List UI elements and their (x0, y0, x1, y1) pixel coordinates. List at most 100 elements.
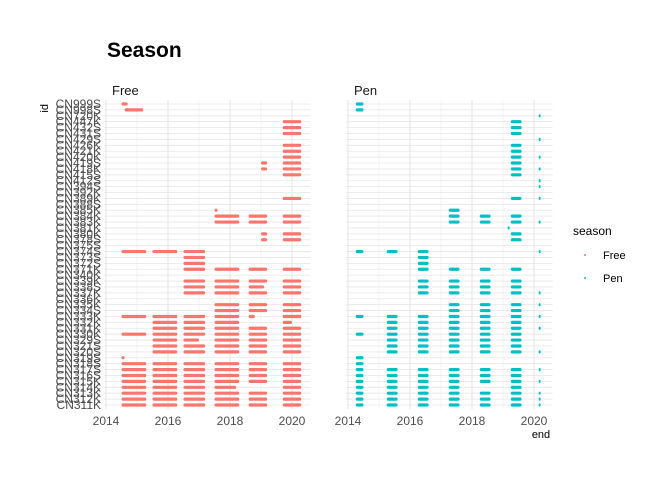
panel-pen: 2014 2016 2018 2020 (335, 100, 553, 428)
data-segment-pen (510, 332, 522, 336)
data-segment-free (248, 314, 255, 319)
y-tick-label: CN374S (56, 245, 101, 259)
data-segment-free (282, 232, 302, 236)
data-segment-pen (479, 308, 491, 313)
data-segment-pen (479, 303, 491, 307)
data-segment-free (282, 344, 302, 348)
data-segment-pen (448, 332, 460, 336)
data-segment-pen (386, 344, 398, 348)
data-segment-pen (538, 167, 541, 171)
y-tick-label: CN419S (56, 156, 101, 170)
data-segment-pen (448, 391, 460, 395)
data-segment-free (152, 338, 178, 342)
data-segment-pen (538, 155, 541, 159)
data-segment-free (248, 373, 268, 378)
data-segment-free (183, 403, 206, 407)
data-segment-free (121, 356, 125, 360)
data-segment-free (183, 397, 206, 401)
data-segment-pen (510, 196, 522, 201)
data-segment-pen (417, 320, 429, 324)
y-tick-label: CN431S (56, 127, 101, 141)
data-segment-free (261, 232, 268, 236)
data-segment-pen (538, 114, 541, 118)
data-segment-pen (510, 338, 522, 342)
data-segment-pen (417, 350, 429, 354)
data-segment-free (282, 126, 302, 130)
data-segment-free (248, 332, 268, 336)
y-tick-label: CN384K (56, 209, 101, 223)
data-segment-free (282, 214, 302, 218)
y-tick-label: CN421K (56, 144, 101, 158)
data-segment-pen (479, 367, 491, 372)
data-segment-free (152, 249, 178, 254)
y-tick-label: CN371K (56, 262, 101, 276)
data-segment-free (282, 285, 302, 289)
data-segment-free (183, 320, 206, 324)
data-segment-pen (538, 314, 541, 319)
data-segment-free (152, 391, 178, 395)
data-segment-free (248, 220, 268, 224)
data-segment-pen (510, 267, 522, 271)
data-segment-pen (448, 214, 460, 218)
data-segment-pen (417, 326, 429, 330)
data-segment-pen (538, 249, 541, 254)
y-tick-label: CN340K (56, 268, 101, 282)
data-segment-pen (417, 332, 429, 336)
data-segment-pen (538, 350, 541, 354)
data-segment-pen (448, 279, 460, 283)
data-segment-pen (386, 367, 398, 372)
legend-key-free (584, 254, 586, 256)
data-segment-pen (479, 267, 491, 271)
data-segment-pen (538, 185, 541, 189)
data-segment-pen (510, 167, 522, 171)
data-segment-pen (386, 350, 398, 354)
data-segment-free (121, 403, 147, 407)
data-segment-pen (417, 261, 429, 265)
y-tick-label: CN339K (56, 274, 101, 288)
data-segment-pen (510, 303, 522, 307)
data-segment-pen (355, 397, 364, 401)
data-segment-free (282, 332, 302, 336)
data-segment-pen (510, 391, 522, 395)
data-segment-pen (355, 373, 364, 378)
data-segment-free (282, 143, 302, 147)
data-segment-pen (355, 379, 364, 383)
y-tick-label: CN378S (56, 233, 101, 247)
data-segment-free (282, 385, 302, 389)
data-segment-free (282, 161, 302, 165)
data-segment-free (282, 338, 302, 342)
data-segment-free (282, 279, 302, 283)
data-segment-pen (386, 391, 398, 395)
data-segment-pen (510, 308, 522, 313)
data-segment-pen (448, 326, 460, 330)
data-segment-pen (417, 373, 429, 378)
y-tick-label: CN447K (56, 115, 101, 129)
y-tick-label: CN315K (56, 374, 101, 388)
legend: season Free Pen (573, 224, 626, 285)
data-segment-free (214, 279, 240, 283)
data-segment-free (214, 308, 240, 313)
data-segment-free (183, 362, 206, 366)
data-segment-free (248, 344, 268, 348)
data-segment-pen (417, 285, 429, 289)
data-segment-pen (417, 367, 429, 372)
data-segment-free (282, 391, 302, 395)
data-segment-pen (510, 126, 522, 130)
y-tick-label: CN372S (56, 256, 101, 270)
data-segment-pen (538, 403, 541, 407)
y-tick-label: CN418K (56, 162, 101, 176)
data-segment-free (214, 208, 218, 212)
y-tick-label: CN432S (56, 121, 101, 135)
data-segment-free (214, 285, 240, 289)
data-segment-free (214, 314, 240, 319)
data-segment-free (261, 238, 268, 242)
data-segment-free (183, 291, 206, 295)
data-segment-free (248, 403, 268, 407)
data-segment-pen (510, 320, 522, 324)
data-segment-free (282, 314, 302, 319)
data-segment-free (121, 362, 147, 366)
data-segment-free (248, 279, 268, 283)
data-segment-free (121, 373, 147, 378)
data-segment-free (214, 403, 240, 407)
